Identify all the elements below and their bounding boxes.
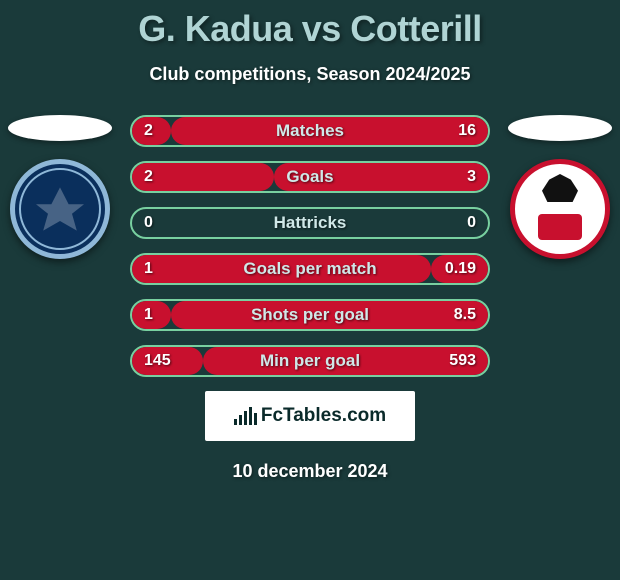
stat-row: 0 Hattricks 0 <box>130 207 490 239</box>
stat-fill-left <box>132 163 274 191</box>
fctables-label: FcTables.com <box>261 405 386 427</box>
fctables-logo: FcTables.com <box>205 391 415 441</box>
stat-value-right: 593 <box>449 352 476 370</box>
stat-value-left: 1 <box>144 260 153 278</box>
stat-row: 1 Shots per goal 8.5 <box>130 299 490 331</box>
player-right-column <box>500 115 620 259</box>
subtitle: Club competitions, Season 2024/2025 <box>0 64 620 85</box>
stat-row: 2 Goals 3 <box>130 161 490 193</box>
stat-value-left: 2 <box>144 168 153 186</box>
team-badge-left <box>10 159 110 259</box>
team-badge-right <box>510 159 610 259</box>
stat-row: 145 Min per goal 593 <box>130 345 490 377</box>
player-left-column <box>0 115 120 259</box>
fctables-bars-icon <box>234 407 257 425</box>
player-right-placeholder <box>508 115 612 141</box>
stat-label: Hattricks <box>274 213 347 233</box>
stat-value-right: 0.19 <box>445 260 476 278</box>
stat-value-right: 16 <box>458 122 476 140</box>
stat-value-left: 145 <box>144 352 171 370</box>
stats-list: 2 Matches 16 2 Goals 3 0 Hattricks 0 1 Goals per m… <box>130 115 490 377</box>
stat-row: 1 Goals per match 0.19 <box>130 253 490 285</box>
stat-label: Goals <box>286 167 333 187</box>
stat-label: Matches <box>276 121 344 141</box>
stat-value-left: 2 <box>144 122 153 140</box>
player-left-placeholder <box>8 115 112 141</box>
stat-row: 2 Matches 16 <box>130 115 490 147</box>
stat-label: Shots per goal <box>251 305 369 325</box>
page-title: G. Kadua vs Cotterill <box>0 8 620 50</box>
stat-label: Min per goal <box>260 351 360 371</box>
stat-value-right: 3 <box>467 168 476 186</box>
stat-value-left: 0 <box>144 214 153 232</box>
stat-value-right: 0 <box>467 214 476 232</box>
stat-label: Goals per match <box>243 259 376 279</box>
stat-value-right: 8.5 <box>454 306 476 324</box>
stat-value-left: 1 <box>144 306 153 324</box>
date-label: 10 december 2024 <box>0 461 620 482</box>
